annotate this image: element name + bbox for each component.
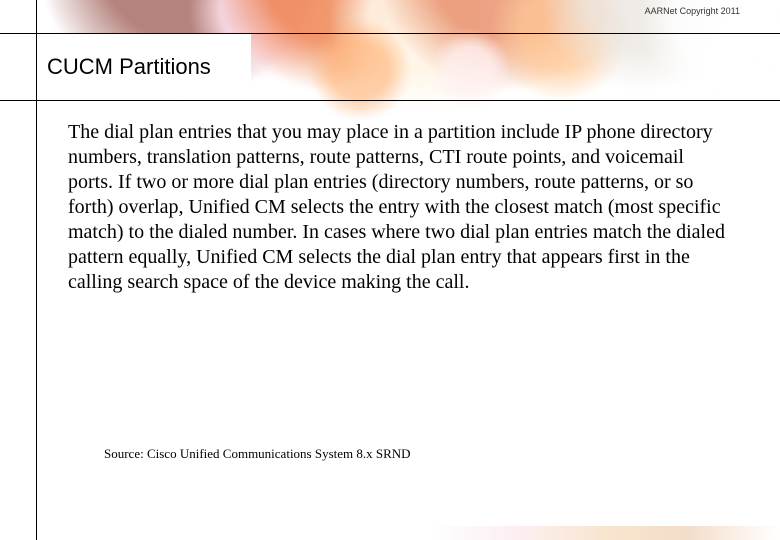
copyright-text: AARNet Copyright 2011 bbox=[645, 6, 740, 16]
source-citation: Source: Cisco Unified Communications Sys… bbox=[104, 446, 411, 462]
header-rule-bottom bbox=[0, 100, 780, 101]
slide: AARNet Copyright 2011 CUCM Partitions Th… bbox=[0, 0, 780, 540]
body-paragraph: The dial plan entries that you may place… bbox=[68, 120, 728, 295]
footer-gradient-band bbox=[0, 526, 780, 540]
title-container: CUCM Partitions bbox=[37, 33, 251, 100]
bokeh-blob bbox=[430, 30, 510, 110]
slide-title: CUCM Partitions bbox=[47, 54, 211, 80]
left-vertical-rule bbox=[36, 0, 37, 540]
bokeh-blob bbox=[310, 20, 410, 120]
header-rule-top bbox=[0, 33, 780, 34]
